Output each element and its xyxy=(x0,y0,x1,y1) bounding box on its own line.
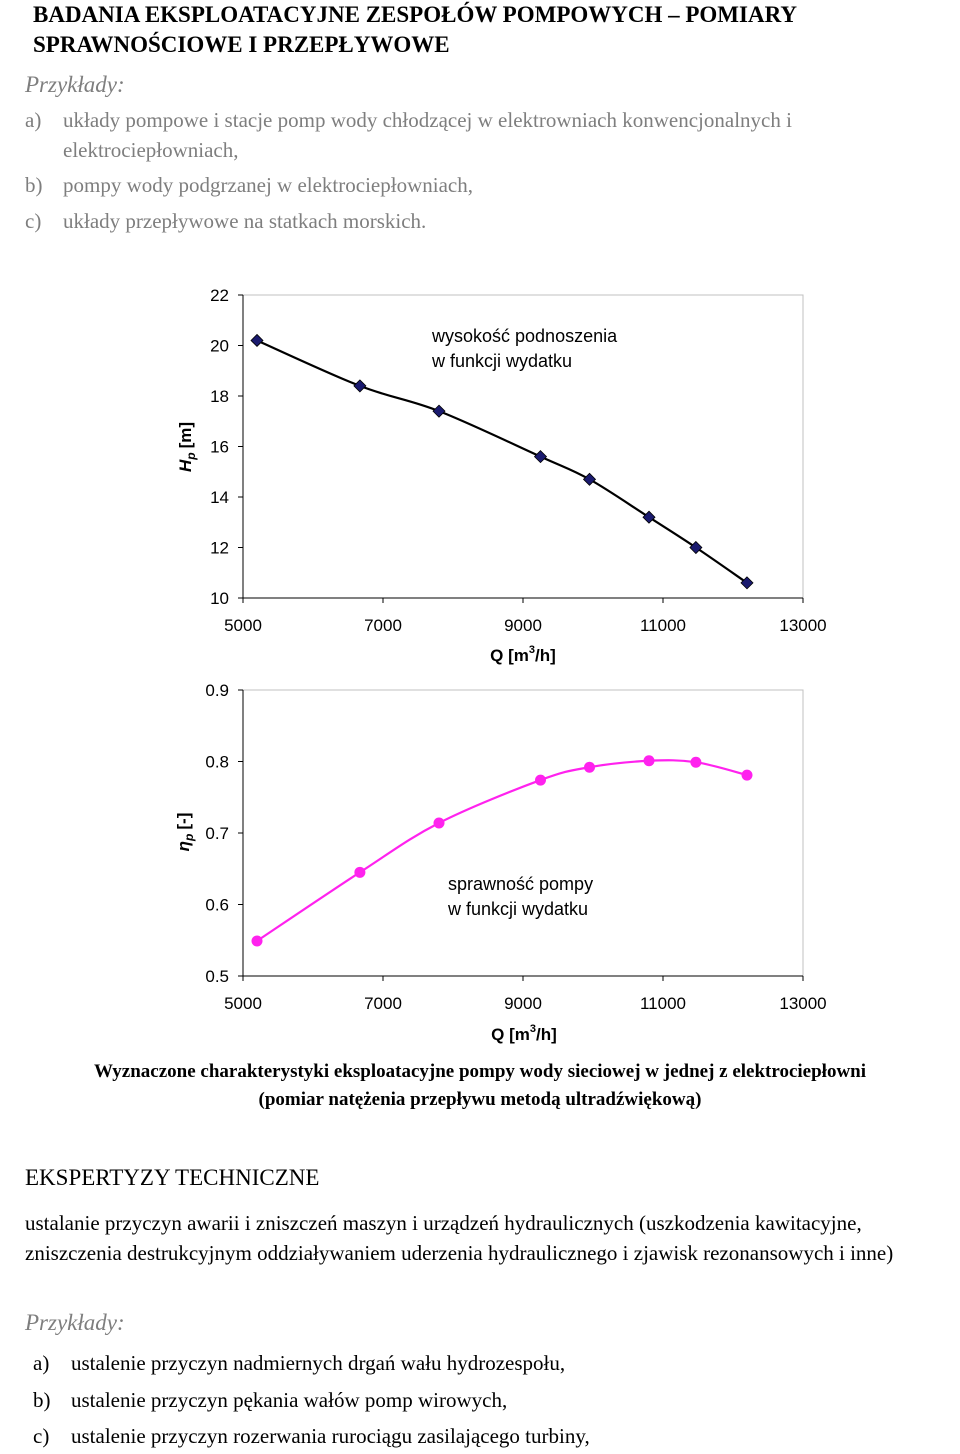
head-chart-data-point xyxy=(533,450,548,464)
head-chart-data-point xyxy=(353,379,367,393)
efficiency-chart-y-tick-label: 0.8 xyxy=(205,753,229,772)
head-chart: 10 12 14 16 18 20 22 5000 7000 9000 11000 13000 wys… xyxy=(176,286,827,665)
example2-item-text: ustalenie przyczyn rozerwania rurociągu … xyxy=(71,1424,590,1448)
head-chart-y-symbol: H xyxy=(176,459,195,472)
efficiency-chart-data-point xyxy=(251,935,263,947)
examples-label: Przykłady: xyxy=(25,72,125,97)
head-chart-x-axis-label: Q [m3/h] xyxy=(490,644,556,665)
efficiency-chart-y-symbol: η xyxy=(174,841,193,851)
head-chart-series-line xyxy=(256,339,748,584)
example-item-b: b) pompy wody podgrzanej w elektrociepłow… xyxy=(25,173,473,198)
efficiency-chart-x-label-end: /h] xyxy=(536,1025,557,1044)
efficiency-chart-annotation-line-1: sprawność pompy xyxy=(448,874,593,894)
example2-item-label: c) xyxy=(33,1424,50,1448)
head-chart-y-axis-label: Hp [m] xyxy=(176,422,198,472)
efficiency-chart-x-axis-label: Q [m3/h] xyxy=(491,1023,557,1044)
efficiency-chart-y-tick-label: 0.9 xyxy=(205,681,229,700)
efficiency-chart-data-point xyxy=(433,817,445,829)
head-chart-data-point xyxy=(432,404,446,418)
efficiency-chart-x-tick-label: 9000 xyxy=(504,994,542,1013)
efficiency-chart-y-tick-label: 0.7 xyxy=(205,824,229,843)
efficiency-chart-y-subscript: p xyxy=(182,834,196,842)
page-title-line-1: BADANIA EKSPLOATACYJNE ZESPOŁÓW POMPOWYC… xyxy=(33,2,797,27)
efficiency-chart-plot-area xyxy=(242,689,804,977)
efficiency-chart-x-label-text: Q [m xyxy=(491,1025,530,1044)
efficiency-chart-data-point xyxy=(741,769,753,781)
example-item-text: pompy wody podgrzanej w elektrociepłowni… xyxy=(63,173,473,197)
example2-item-c: c) ustalenie przyczyn rozerwania rurociąg… xyxy=(33,1424,590,1449)
efficiency-chart-data-point xyxy=(584,761,595,773)
efficiency-chart-data-point xyxy=(354,866,366,878)
example-item-c: c) układy przepływowe na statkach morskic… xyxy=(25,209,426,234)
example-item-a-continued: elektrociepłowniach, xyxy=(63,138,239,162)
example2-item-text: ustalenie przyczyn nadmiernych drgań wał… xyxy=(71,1351,566,1375)
efficiency-chart-y-tick-label: 0.6 xyxy=(205,896,229,915)
head-chart-y-tick-label: 14 xyxy=(210,488,229,507)
example2-item-a: a) ustalenie przyczyn nadmiernych drgań w… xyxy=(33,1351,565,1376)
efficiency-chart-y-tick-label: 0.5 xyxy=(205,967,229,986)
examples2-label: Przykłady: xyxy=(25,1310,125,1335)
head-chart-y-tick-label: 10 xyxy=(210,589,229,608)
head-chart-y-tick-label: 12 xyxy=(210,539,229,558)
head-chart-x-label-sup: 3 xyxy=(529,644,535,656)
example-item-label: b) xyxy=(25,173,43,197)
head-chart-annotation-line-1: wysokość podnoszenia xyxy=(431,326,618,346)
efficiency-chart-x-tick-label: 11000 xyxy=(640,994,686,1013)
page-title-line-2: SPRAWNOŚCIOWE I PRZEPŁYWOWE xyxy=(33,32,450,57)
efficiency-chart: 0.5 0.6 0.7 0.8 0.9 5000 7000 9000 11000 13000 sp… xyxy=(174,681,827,1044)
section-paragraph: ustalanie przyczyn awarii i zniszczeń ma… xyxy=(25,1211,894,1265)
head-chart-y-tick-label: 22 xyxy=(210,286,229,305)
head-chart-data-point xyxy=(642,510,656,524)
efficiency-chart-x-label-sup: 3 xyxy=(530,1023,536,1035)
head-chart-x-tick-label: 7000 xyxy=(364,616,402,635)
example-item-label: c) xyxy=(25,209,42,233)
head-chart-x-label-end: /h] xyxy=(535,646,556,665)
example2-item-b: b) ustalenie przyczyn pękania wałów pomp … xyxy=(33,1388,507,1413)
head-chart-x-tick-label: 9000 xyxy=(504,616,542,635)
head-chart-data-point xyxy=(740,576,754,590)
head-chart-data-point xyxy=(250,333,264,348)
head-chart-annotation-line-2: w funkcji wydatku xyxy=(431,351,572,371)
example2-item-label: a) xyxy=(33,1351,50,1375)
head-chart-data-point xyxy=(582,472,597,486)
figure-caption-line-1: Wyznaczone charakterystyki eksploatacyjn… xyxy=(93,1061,867,1082)
head-chart-y-subscript: p xyxy=(184,452,198,460)
head-chart-x-tick-label: 11000 xyxy=(640,616,686,635)
efficiency-chart-data-point xyxy=(690,756,702,768)
example2-item-label: b) xyxy=(33,1388,51,1412)
head-chart-y-tick-label: 16 xyxy=(210,438,229,457)
example-item-a: a) układy pompowe i stacje pomp wody chło… xyxy=(25,108,792,133)
example-item-text: układy pompowe i stacje pomp wody chłodz… xyxy=(63,108,792,132)
head-chart-y-unit: [m] xyxy=(176,422,195,448)
efficiency-chart-data-point xyxy=(535,774,546,786)
head-chart-x-tick-label: 5000 xyxy=(224,616,262,635)
efficiency-chart-x-tick-label: 13000 xyxy=(779,994,826,1013)
example-item-text: układy przepływowe na statkach morskich. xyxy=(63,209,427,233)
head-chart-x-label-text: Q [m xyxy=(490,646,529,665)
head-chart-data-point xyxy=(689,540,703,555)
efficiency-chart-annotation-box xyxy=(440,867,620,919)
efficiency-chart-data-point xyxy=(643,755,655,767)
efficiency-chart-y-axis-label: ηp [-] xyxy=(174,813,196,852)
head-chart-y-tick-label: 18 xyxy=(210,387,229,406)
head-chart-annotation-box xyxy=(424,322,672,372)
example2-item-text: ustalenie przyczyn pękania wałów pomp wi… xyxy=(71,1388,508,1412)
efficiency-chart-annotation-line-2: w funkcji wydatku xyxy=(447,899,588,919)
efficiency-chart-x-tick-label: 5000 xyxy=(224,994,262,1013)
head-chart-y-tick-label: 20 xyxy=(210,337,229,356)
head-chart-x-tick-label: 13000 xyxy=(779,616,826,635)
section-title: EKSPERTYZY TECHNICZNE xyxy=(25,1165,320,1190)
figure-caption-line-2: (pomiar natężenia przepływu metodą ultra… xyxy=(258,1089,702,1110)
efficiency-chart-x-tick-label: 7000 xyxy=(364,994,402,1013)
efficiency-chart-y-unit: [-] xyxy=(174,813,193,830)
example-item-label: a) xyxy=(25,108,42,132)
